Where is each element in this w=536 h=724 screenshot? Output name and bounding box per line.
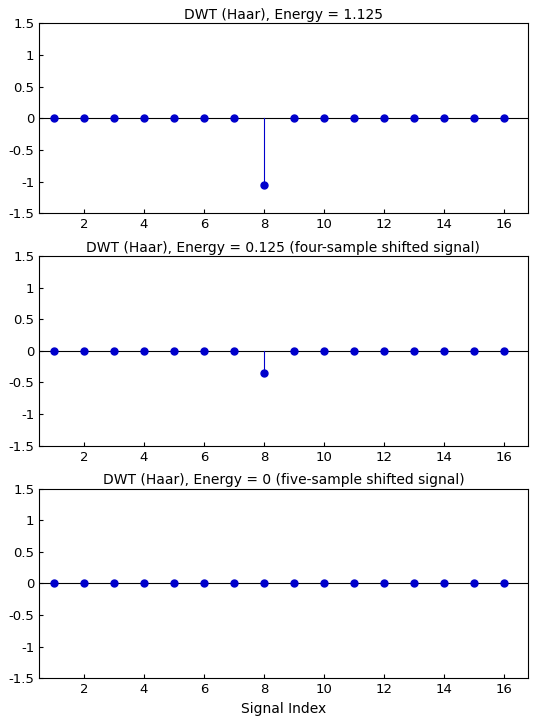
Title: DWT (Haar), Energy = 0 (five-sample shifted signal): DWT (Haar), Energy = 0 (five-sample shif… [102, 473, 464, 487]
X-axis label: Signal Index: Signal Index [241, 702, 326, 715]
Title: DWT (Haar), Energy = 0.125 (four-sample shifted signal): DWT (Haar), Energy = 0.125 (four-sample … [86, 241, 480, 255]
Title: DWT (Haar), Energy = 1.125: DWT (Haar), Energy = 1.125 [184, 9, 383, 22]
